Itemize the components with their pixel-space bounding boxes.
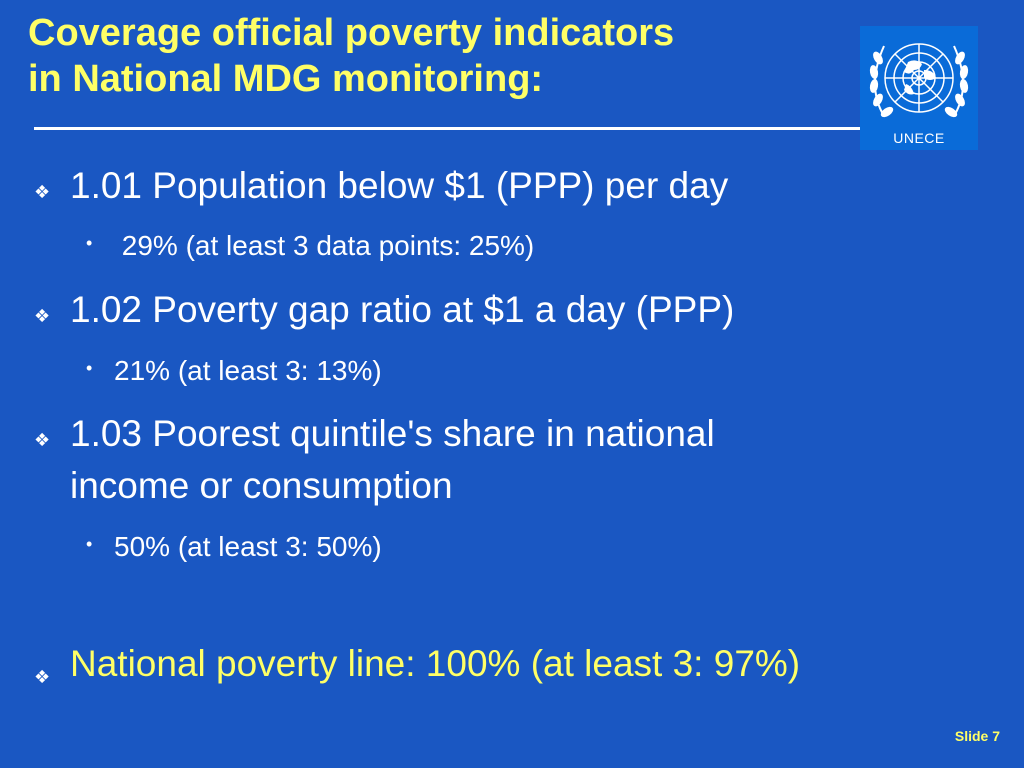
diamond-four-icon: ❖ xyxy=(34,667,51,687)
bullet-item: 1.02 Poverty gap ratio at $1 a day (PPP) xyxy=(70,289,735,330)
bullet-item: 1.01 Population below $1 (PPP) per day xyxy=(70,165,729,206)
diamond-four-icon: ❖ xyxy=(34,306,51,326)
slide-title: Coverage official poverty indicators in … xyxy=(28,10,674,102)
sub-bullet-item: 21% (at least 3: 13%) xyxy=(114,355,382,386)
bullet-item: National poverty line: 100% (at least 3:… xyxy=(70,643,801,684)
unece-logo: UNECE xyxy=(860,26,978,150)
sub-bullet-item: 29% (at least 3 data points: 25%) xyxy=(114,230,535,261)
bullet-item-line-2: income or consumption xyxy=(70,465,453,506)
title-line-1: Coverage official poverty indicators xyxy=(28,12,675,54)
diamond-four-icon: ❖ xyxy=(34,182,51,202)
title-line-2: in National MDG monitoring: xyxy=(28,58,544,100)
diamond-four-icon: ❖ xyxy=(34,430,51,450)
dot-icon: • xyxy=(86,534,93,554)
sub-bullet-item: 50% (at least 3: 50%) xyxy=(114,531,382,562)
bullet-item-line-1: 1.03 Poorest quintile's share in nationa… xyxy=(70,413,715,454)
dot-icon: • xyxy=(86,358,93,378)
slide-number: Slide 7 xyxy=(954,728,1000,744)
title-divider xyxy=(34,127,860,130)
logo-text: UNECE xyxy=(893,130,945,146)
un-emblem-icon xyxy=(869,43,969,118)
dot-icon: • xyxy=(86,233,93,253)
